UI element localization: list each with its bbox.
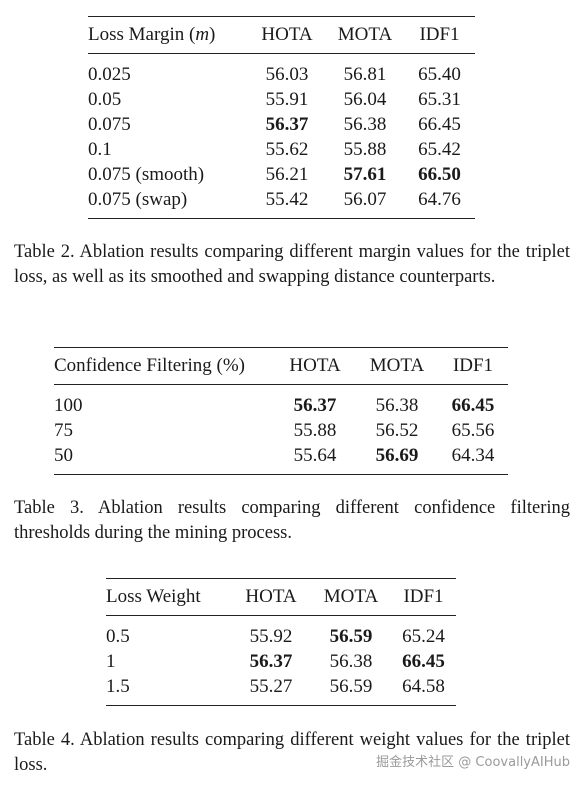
col-header-loss-margin: Loss Margin (m)	[88, 16, 248, 54]
cell-setting: 0.05	[88, 88, 122, 110]
cell-mota: 56.52	[375, 419, 419, 441]
cell-mota: 56.59	[311, 674, 391, 706]
cell-setting: 0.075	[88, 113, 131, 135]
cell-hota: 56.21	[265, 163, 309, 185]
cell-mota: 56.81	[343, 63, 387, 85]
table-2: Loss Margin (m) HOTA MOTA IDF1 0.025 56.…	[88, 16, 475, 219]
cell-idf1-best: 66.45	[402, 650, 445, 672]
cell-idf1-best: 66.45	[451, 394, 495, 416]
cell-mota: 56.38	[343, 113, 387, 135]
table-header-row: Loss Weight HOTA MOTA IDF1	[106, 578, 456, 616]
cell-setting: 0.1	[88, 138, 112, 160]
table-header-row: Confidence Filtering (%) HOTA MOTA IDF1	[54, 347, 508, 385]
cell-setting: 50	[54, 443, 274, 475]
cell-mota-best: 56.69	[356, 443, 438, 475]
cell-hota: 55.64	[274, 443, 356, 475]
cell-setting: 1.5	[106, 674, 231, 706]
cell-setting: 0.025	[88, 63, 131, 85]
col-header-idf1: IDF1	[391, 578, 456, 616]
cell-hota-best: 56.37	[249, 650, 293, 672]
cell-mota-best: 56.59	[329, 625, 373, 647]
cell-idf1: 64.58	[391, 674, 456, 706]
cell-setting: 0.075 (swap)	[88, 187, 248, 219]
cell-mota: 56.38	[329, 650, 373, 672]
cell-mota-best: 57.61	[343, 163, 387, 185]
col-header-idf1: IDF1	[404, 16, 475, 54]
table-header-row: Loss Margin (m) HOTA MOTA IDF1	[88, 16, 475, 54]
table-4-caption: Table 4. Ablation results comparing diff…	[14, 730, 570, 775]
cell-idf1-best: 66.50	[418, 163, 461, 185]
col-header-idf1: IDF1	[438, 347, 508, 385]
cell-hota: 55.88	[293, 419, 337, 441]
table-row: 50 55.64 56.69 64.34	[54, 443, 508, 475]
col-header-confidence-filtering: Confidence Filtering (%)	[54, 347, 274, 385]
cell-idf1: 64.76	[404, 187, 475, 219]
table-row: 75 55.88 56.52 65.56	[54, 418, 508, 443]
cell-hota: 55.27	[231, 674, 311, 706]
cell-setting: 0.5	[106, 625, 130, 647]
cell-idf1: 64.34	[438, 443, 508, 475]
table-row: 1.5 55.27 56.59 64.58	[106, 674, 456, 706]
cell-hota: 55.92	[249, 625, 293, 647]
cell-setting: 75	[54, 419, 73, 441]
col-header-loss-weight: Loss Weight	[106, 578, 231, 616]
col-header-hota: HOTA	[248, 16, 326, 54]
cell-idf1: 65.31	[418, 88, 461, 110]
table-row: 0.5 55.92 56.59 65.24	[106, 616, 456, 650]
col-header-hota: HOTA	[274, 347, 356, 385]
cell-hota-best: 56.37	[293, 394, 337, 416]
cell-mota: 56.07	[326, 187, 404, 219]
table-row: 100 56.37 56.38 66.45	[54, 385, 508, 419]
col-header-mota: MOTA	[311, 578, 391, 616]
cell-setting: 100	[54, 394, 83, 416]
cell-hota: 55.42	[248, 187, 326, 219]
cell-hota: 55.62	[265, 138, 309, 160]
cell-idf1: 65.40	[418, 63, 461, 85]
cell-hota: 55.91	[265, 88, 309, 110]
col-header-hota: HOTA	[231, 578, 311, 616]
table-row: 0.075 56.37 56.38 66.45	[88, 112, 475, 137]
cell-mota: 56.04	[343, 88, 387, 110]
table-row: 0.05 55.91 56.04 65.31	[88, 87, 475, 112]
cell-mota: 56.38	[375, 394, 419, 416]
col-header-mota: MOTA	[326, 16, 404, 54]
table-row: 0.075 (swap) 55.42 56.07 64.76	[88, 187, 475, 219]
watermark: 掘金技术社区 @ CoovallyAIHub	[376, 755, 570, 770]
table-row: 0.1 55.62 55.88 65.42	[88, 137, 475, 162]
cell-mota: 55.88	[343, 138, 387, 160]
cell-hota-best: 56.37	[265, 113, 309, 135]
table-row: 0.075 (smooth) 56.21 57.61 66.50	[88, 162, 475, 187]
table-row: 1 56.37 56.38 66.45	[106, 649, 456, 674]
cell-idf1: 65.56	[451, 419, 495, 441]
cell-idf1: 65.42	[418, 138, 461, 160]
table-3: Confidence Filtering (%) HOTA MOTA IDF1 …	[54, 347, 508, 475]
col-header-mota: MOTA	[356, 347, 438, 385]
table-row: 0.025 56.03 56.81 65.40	[88, 54, 475, 88]
cell-hota: 56.03	[265, 63, 309, 85]
cell-setting: 0.075 (smooth)	[88, 163, 205, 185]
table-2-caption: Table 2. Ablation results comparing diff…	[14, 242, 570, 287]
cell-setting: 1	[106, 650, 116, 672]
table-3-caption: Table 3. Ablation results comparing diff…	[14, 498, 570, 543]
cell-idf1: 65.24	[402, 625, 445, 647]
cell-idf1: 66.45	[418, 113, 461, 135]
table-4: Loss Weight HOTA MOTA IDF1 0.5 55.92 56.…	[106, 578, 456, 706]
